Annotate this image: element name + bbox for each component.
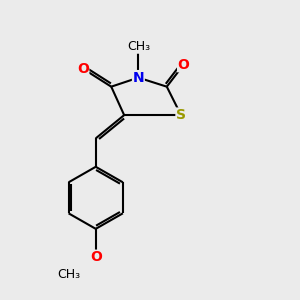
Text: S: S [176,108,186,122]
Text: O: O [178,58,190,72]
Text: N: N [133,70,144,85]
Text: O: O [90,250,102,264]
Text: CH₃: CH₃ [57,268,80,281]
Text: CH₃: CH₃ [127,40,150,53]
Text: O: O [77,61,89,76]
